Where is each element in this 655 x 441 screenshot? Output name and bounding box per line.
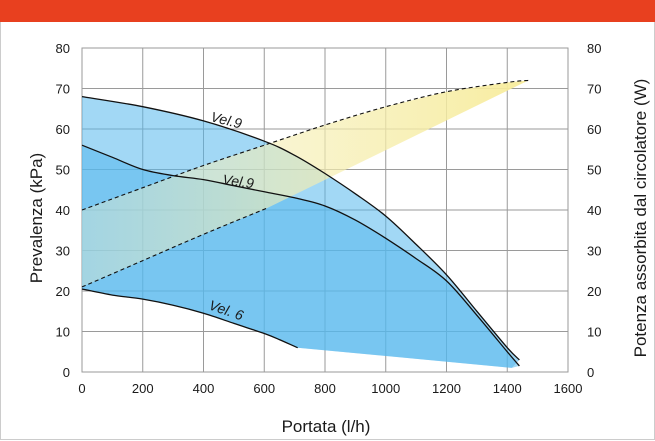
header-bar — [0, 0, 655, 22]
curve-lines — [81, 79, 529, 367]
y2-tick-label: 40 — [587, 203, 601, 218]
y2-axis-label: Potenza assorbita dal circolatore (W) — [631, 79, 650, 358]
curve-label-vel9-lower: Vel.9 — [222, 171, 256, 191]
curve-label-vel9-upper: Vel.9 — [209, 108, 244, 131]
y2-tick-label: 80 — [587, 41, 601, 56]
y2-tick-label: 10 — [587, 325, 601, 340]
power-curve-1 — [81, 207, 268, 288]
power-curve-0 — [81, 79, 529, 211]
area-fills — [82, 80, 529, 368]
pressure-curve-1 — [81, 144, 520, 367]
y2-tick-label: 30 — [587, 244, 601, 259]
y2-tick-label: 60 — [587, 122, 601, 137]
y-axis-label: Prevalenza (kPa) — [27, 153, 46, 283]
y-tick-label: 70 — [56, 82, 70, 97]
tick-labels: 0 200 400 600 800 1000 1200 1400 160001020304050… — [56, 41, 602, 396]
y-tick-label: 60 — [56, 122, 70, 137]
x-tick-label: 800 — [314, 381, 336, 396]
x-tick-label: 600 — [253, 381, 275, 396]
y-tick-label: 40 — [56, 203, 70, 218]
y2-tick-label: 20 — [587, 284, 601, 299]
y2-tick-label: 70 — [587, 82, 601, 97]
x-tick-label: 1000 — [371, 381, 400, 396]
y-tick-label: 80 — [56, 41, 70, 56]
y2-tick-label: 50 — [587, 163, 601, 178]
x-tick-label: 0 — [78, 381, 85, 396]
power-band — [82, 80, 529, 287]
y-tick-label: 30 — [56, 244, 70, 259]
x-tick-label: 400 — [193, 381, 215, 396]
y-tick-label: 0 — [63, 365, 70, 380]
pressure-curve-2 — [81, 288, 298, 349]
y2-tick-label: 0 — [587, 365, 594, 380]
x-axis-label: Portata (l/h) — [282, 417, 371, 436]
x-tick-label: 200 — [132, 381, 154, 396]
x-tick-label: 1200 — [432, 381, 461, 396]
y-tick-label: 50 — [56, 163, 70, 178]
y-tick-label: 20 — [56, 284, 70, 299]
pressure-curve-0 — [81, 95, 520, 361]
x-tick-label: 1400 — [493, 381, 522, 396]
x-tick-label: 1600 — [554, 381, 583, 396]
y-tick-label: 10 — [56, 325, 70, 340]
